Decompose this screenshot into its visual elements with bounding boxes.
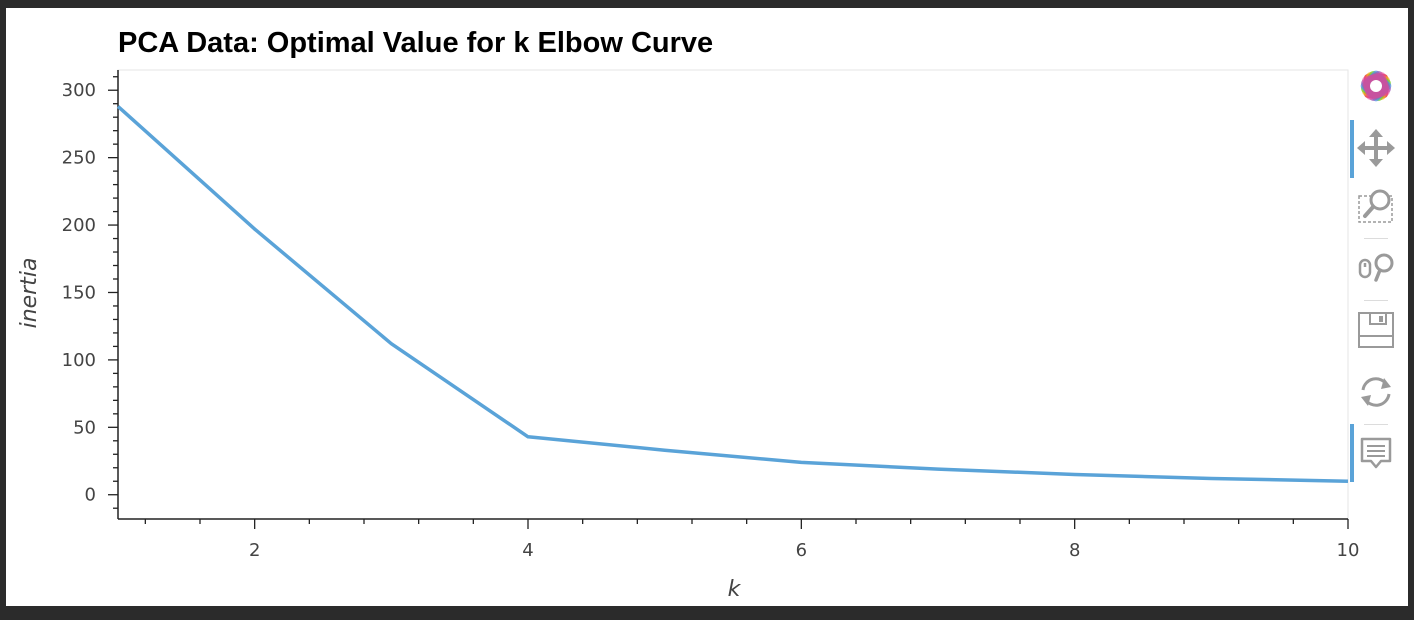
wheel-zoom-button[interactable] — [1356, 248, 1396, 288]
toolbar-separator — [1364, 238, 1388, 239]
chart-title: PCA Data: Optimal Value for k Elbow Curv… — [118, 27, 713, 59]
y-tick-label: 50 — [73, 417, 96, 438]
bokeh-logo-button[interactable] — [1356, 66, 1396, 106]
hover-button[interactable] — [1356, 434, 1396, 474]
series-line — [116, 105, 1349, 483]
series-layer — [116, 105, 1349, 483]
elbow-chart: PCA Data: Optimal Value for k Elbow Curv… — [17, 27, 1360, 602]
x-tick-label: 2 — [249, 540, 260, 561]
box-zoom-button[interactable] — [1356, 186, 1396, 226]
y-tick-label: 100 — [62, 350, 96, 371]
reset-icon — [1361, 377, 1391, 407]
y-tick-label: 0 — [85, 485, 96, 506]
y-tick-label: 250 — [62, 148, 96, 169]
plot-area[interactable] — [117, 69, 1349, 520]
pan-active-indicator — [1350, 120, 1354, 178]
x-axis-label: k — [728, 577, 742, 602]
pan-icon — [1357, 129, 1395, 167]
box-zoom-icon — [1358, 189, 1393, 223]
hover-icon — [1360, 437, 1392, 469]
hover-active-indicator — [1350, 424, 1354, 482]
y-tick-label: 200 — [62, 215, 96, 236]
bokeh-logo-icon — [1360, 70, 1392, 102]
pan-button[interactable] — [1356, 128, 1396, 168]
y-tick-label: 150 — [62, 282, 96, 303]
reset-button[interactable] — [1356, 372, 1396, 412]
x-tick-label: 10 — [1337, 540, 1360, 561]
wheel-zoom-icon — [1358, 253, 1394, 282]
save-icon — [1358, 312, 1394, 348]
toolbar — [1350, 66, 1400, 486]
x-tick-label: 6 — [796, 540, 807, 561]
save-button[interactable] — [1356, 310, 1396, 350]
x-tick-label: 8 — [1069, 540, 1080, 561]
toolbar-separator — [1364, 300, 1388, 301]
x-tick-label: 4 — [522, 540, 533, 561]
chart-panel: PCA Data: Optimal Value for k Elbow Curv… — [6, 8, 1408, 606]
y-tick-label: 300 — [62, 80, 96, 101]
y-axis-label: inertia — [17, 258, 42, 329]
toolbar-separator — [1364, 424, 1388, 425]
